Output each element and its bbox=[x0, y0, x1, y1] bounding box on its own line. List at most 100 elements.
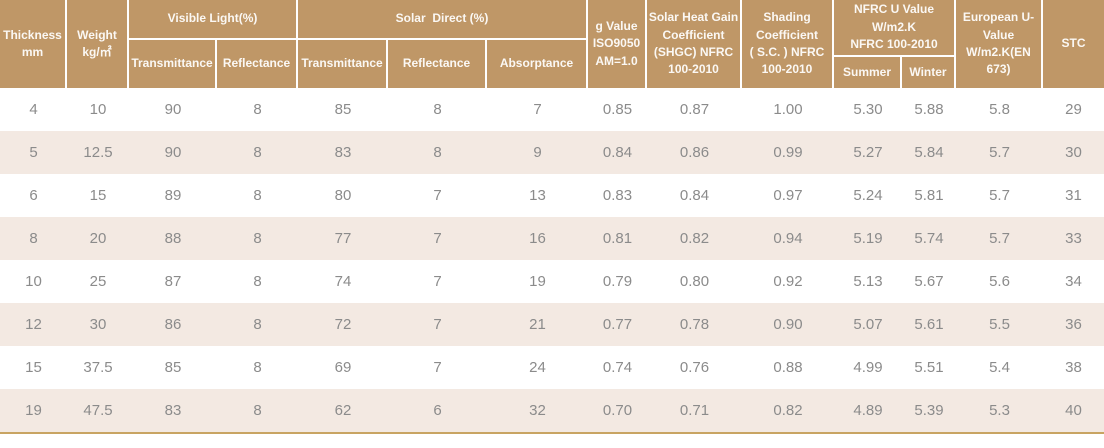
table-cell: 0.77 bbox=[602, 316, 633, 333]
table-cell: 1.00 bbox=[773, 101, 803, 118]
table-cell: 5.7 bbox=[989, 230, 1010, 247]
header-winter: Winter bbox=[902, 57, 954, 88]
header-sd-absorptance: Absorptance bbox=[487, 40, 586, 88]
table-cell: 5.19 bbox=[853, 230, 883, 247]
table-cell: 0.92 bbox=[773, 273, 803, 290]
table-cell: 5.51 bbox=[914, 359, 944, 376]
table-cell: 8 bbox=[253, 187, 262, 204]
table-cell: 77 bbox=[334, 230, 352, 247]
table-row: 5 12.5 90 8 83 8 9 0.84 0.86 0.99 5.27 5.84 5.7 30 bbox=[0, 131, 1104, 174]
table-cell: 0.85 bbox=[602, 101, 633, 118]
header-sd-reflectance: Reflectance bbox=[388, 40, 485, 88]
table-cell: 0.97 bbox=[773, 187, 803, 204]
table-cell: 15 bbox=[89, 187, 107, 204]
table-cell: 90 bbox=[164, 144, 182, 161]
table-cell: 0.87 bbox=[679, 101, 710, 118]
table-cell: 7 bbox=[433, 273, 442, 290]
table-cell: 5.88 bbox=[914, 101, 944, 118]
header-nfrc-u-value: NFRC U Value W/m2.K NFRC 100-2010 bbox=[834, 0, 954, 55]
table-cell: 25 bbox=[89, 273, 107, 290]
table-cell: 85 bbox=[164, 359, 182, 376]
table-row: 15 37.5 85 8 69 7 24 0.74 0.76 0.88 4.99 5.51 5.4 38 bbox=[0, 346, 1104, 389]
table-cell: 6 bbox=[29, 187, 38, 204]
table-cell: 72 bbox=[334, 316, 352, 333]
table-cell: 4.99 bbox=[853, 359, 883, 376]
table-bottom-rule bbox=[0, 432, 1104, 434]
table-cell: 5 bbox=[29, 144, 38, 161]
table-cell: 4.89 bbox=[853, 402, 883, 419]
table-cell: 0.86 bbox=[679, 144, 710, 161]
table-cell: 86 bbox=[164, 316, 182, 333]
table-cell: 8 bbox=[253, 359, 262, 376]
table-cell: 62 bbox=[334, 402, 352, 419]
table-cell: 5.30 bbox=[853, 101, 883, 118]
table-cell: 87 bbox=[164, 273, 182, 290]
table-cell: 9 bbox=[533, 144, 542, 161]
table-cell: 85 bbox=[334, 101, 352, 118]
table-cell: 88 bbox=[164, 230, 182, 247]
table-cell: 8 bbox=[253, 402, 262, 419]
table-cell: 7 bbox=[433, 359, 442, 376]
table-cell: 47.5 bbox=[83, 402, 113, 419]
table-cell: 0.84 bbox=[602, 144, 633, 161]
table-cell: 8 bbox=[253, 230, 262, 247]
table-cell: 8 bbox=[253, 273, 262, 290]
table-cell: 0.76 bbox=[679, 359, 710, 376]
table-cell: 0.84 bbox=[679, 187, 710, 204]
table-cell: 5.74 bbox=[914, 230, 944, 247]
table-row: 19 47.5 83 8 62 6 32 0.70 0.71 0.82 4.89 5.39 5.3 40 bbox=[0, 389, 1104, 432]
table-cell: 0.79 bbox=[602, 273, 633, 290]
table-cell: 5.67 bbox=[914, 273, 944, 290]
table-cell: 80 bbox=[334, 187, 352, 204]
table-cell: 8 bbox=[253, 144, 262, 161]
table-cell: 34 bbox=[1065, 273, 1082, 290]
header-vl-reflectance: Reflectance bbox=[217, 40, 296, 88]
table-cell: 89 bbox=[164, 187, 182, 204]
header-g-value: g Value ISO9050 AM=1.0 bbox=[588, 0, 645, 88]
table-cell: 83 bbox=[164, 402, 182, 419]
table-cell: 0.94 bbox=[773, 230, 803, 247]
table-cell: 0.74 bbox=[602, 359, 633, 376]
table-cell: 5.6 bbox=[989, 273, 1010, 290]
table-cell: 19 bbox=[25, 402, 42, 419]
table-cell: 7 bbox=[533, 101, 542, 118]
table-cell: 0.71 bbox=[679, 402, 710, 419]
table-cell: 31 bbox=[1065, 187, 1082, 204]
header-summer: Summer bbox=[834, 57, 900, 88]
table-cell: 5.13 bbox=[853, 273, 883, 290]
table-cell: 5.81 bbox=[914, 187, 944, 204]
header-stc: STC bbox=[1043, 0, 1104, 88]
table-cell: 5.7 bbox=[989, 187, 1010, 204]
table-cell: 5.39 bbox=[914, 402, 944, 419]
table-cell: 30 bbox=[89, 316, 107, 333]
header-european-u-value: European U- Value W/m2.K(EN 673) bbox=[956, 0, 1041, 88]
header-weight: Weight kg/㎡ bbox=[67, 0, 127, 88]
table-cell: 37.5 bbox=[83, 359, 113, 376]
header-group-nfrc-u-value: NFRC U Value W/m2.K NFRC 100-2010 Summer… bbox=[834, 0, 954, 88]
header-sd-transmittance: Transmittance bbox=[298, 40, 386, 88]
table-row: 8 20 88 8 77 7 16 0.81 0.82 0.94 5.19 5.74 5.7 33 bbox=[0, 217, 1104, 260]
table-cell: 38 bbox=[1065, 359, 1082, 376]
table-cell: 29 bbox=[1065, 101, 1082, 118]
table-cell: 90 bbox=[164, 101, 182, 118]
header-shgc: Solar Heat Gain Coefficient (SHGC) NFRC … bbox=[647, 0, 740, 88]
table-cell: 0.81 bbox=[602, 230, 633, 247]
table-cell: 15 bbox=[25, 359, 42, 376]
table-body: 4 10 90 8 85 8 7 0.85 0.87 1.00 5.30 5.88 5.8 29 5 12.5… bbox=[0, 88, 1104, 432]
table-cell: 30 bbox=[1065, 144, 1082, 161]
table-cell: 0.78 bbox=[679, 316, 710, 333]
header-vl-transmittance: Transmittance bbox=[129, 40, 215, 88]
table-cell: 5.5 bbox=[989, 316, 1010, 333]
table-cell: 0.90 bbox=[773, 316, 803, 333]
table-header: Thickness mm Weight kg/㎡ Visible Light(%… bbox=[0, 0, 1104, 88]
table-row: 10 25 87 8 74 7 19 0.79 0.80 0.92 5.13 5.67 5.6 34 bbox=[0, 260, 1104, 303]
table-cell: 12.5 bbox=[83, 144, 113, 161]
table-cell: 10 bbox=[25, 273, 42, 290]
table-cell: 21 bbox=[529, 316, 546, 333]
table-cell: 4 bbox=[29, 101, 38, 118]
table-cell: 5.07 bbox=[853, 316, 883, 333]
header-visible-light: Visible Light(%) bbox=[129, 0, 296, 38]
table-cell: 8 bbox=[433, 101, 442, 118]
table-row: 12 30 86 8 72 7 21 0.77 0.78 0.90 5.07 5.61 5.5 36 bbox=[0, 303, 1104, 346]
table-cell: 5.8 bbox=[989, 101, 1010, 118]
